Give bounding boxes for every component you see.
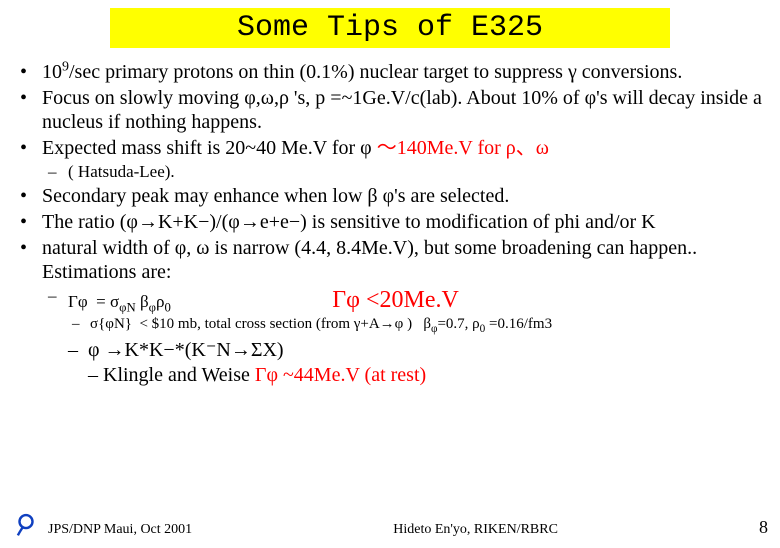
gamma-limit: Γφ <20Me.V [332, 287, 459, 313]
footer-left: JPS/DNP Maui, Oct 2001 [12, 510, 192, 538]
title-bar: Some Tips of E325 [110, 8, 670, 48]
klingle-weise: – Klingle and Weise [88, 364, 255, 386]
bullet-6-subsub: σ{φN} < $10 mb, total cross section (fro… [68, 315, 766, 334]
bullet-2: Focus on slowly moving φ,ω,ρ 's, p =~1Ge… [14, 86, 766, 134]
bullet-3b: ～140Me.V for ρ、ω [377, 137, 549, 159]
bullet-3a: Expected mass shift is 20~40 Me.V for φ [42, 137, 377, 159]
bullet-list: 109/sec primary protons on thin (0.1%) n… [14, 60, 766, 334]
bullet-1: 109/sec primary protons on thin (0.1%) n… [14, 60, 766, 84]
footer: JPS/DNP Maui, Oct 2001 Hideto En'yo, RIK… [0, 510, 780, 538]
gamma-rest: Γφ ~44Me.V (at rest) [255, 364, 426, 386]
bullet-6-subsub1: σ{φN} < $10 mb, total cross section (fro… [68, 315, 766, 334]
bullet-3: Expected mass shift is 20~40 Me.V for φ … [14, 136, 766, 182]
bullet-5: The ratio (φ→K+K−)/(φ→e+e−) is sensitive… [14, 210, 766, 234]
dash-line-2: – Klingle and Weise Γφ ~44Me.V (at rest) [14, 363, 766, 388]
bullet-6-sub: Γφ = σφN βφρ0 Γφ <20Me.V σ{φN} < $10 mb,… [42, 286, 766, 334]
bullet-6: natural width of φ, ω is narrow (4.4, 8.… [14, 236, 766, 334]
bullet-3-sub1: ( Hatsuda-Lee). [42, 162, 766, 182]
bullet-3-sub: ( Hatsuda-Lee). [42, 162, 766, 182]
footer-right-text: Hideto En'yo, RIKEN/RBRC [393, 522, 558, 538]
gamma-formula: Γφ = σφN βφρ0 [68, 292, 328, 312]
bullet-6-text: natural width of φ, ω is narrow (4.4, 8.… [42, 237, 697, 283]
phi-decay: φ →K*K−*(K⁻N→ΣX) [88, 339, 284, 361]
page-number: 8 [759, 517, 768, 538]
bullet-1-text: 109/sec primary protons on thin (0.1%) n… [42, 61, 682, 83]
slide-content: 109/sec primary protons on thin (0.1%) n… [0, 60, 780, 388]
bullet-4: Secondary peak may enhance when low β φ'… [14, 184, 766, 208]
bullet-6-sub1: Γφ = σφN βφρ0 Γφ <20Me.V σ{φN} < $10 mb,… [42, 286, 766, 334]
riken-logo [12, 510, 40, 538]
slide-title: Some Tips of E325 [237, 11, 543, 45]
dash-line-1: – φ →K*K−*(K⁻N→ΣX) [14, 338, 766, 363]
footer-left-text: JPS/DNP Maui, Oct 2001 [48, 522, 192, 538]
